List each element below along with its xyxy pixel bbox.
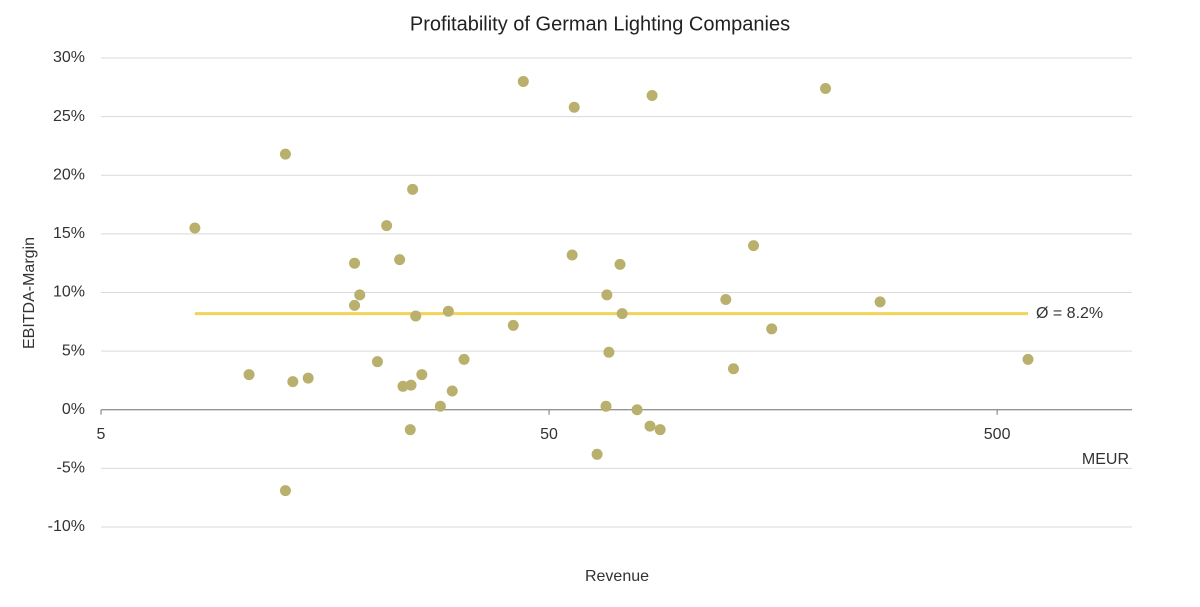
data-point bbox=[404, 424, 416, 436]
data-point bbox=[566, 249, 578, 261]
data-point bbox=[442, 305, 454, 317]
x-tick-label: 50 bbox=[540, 426, 558, 443]
data-point bbox=[601, 289, 613, 301]
x-tick-label: 5 bbox=[97, 426, 106, 443]
data-point bbox=[349, 299, 361, 311]
data-point bbox=[407, 183, 419, 195]
data-point bbox=[654, 424, 666, 436]
average-label: Ø = 8.2% bbox=[1036, 305, 1103, 322]
data-point bbox=[603, 346, 615, 358]
data-point bbox=[446, 385, 458, 397]
data-point bbox=[354, 289, 366, 301]
data-point bbox=[646, 90, 658, 102]
y-tick-label: 30% bbox=[53, 49, 85, 66]
data-point bbox=[458, 353, 470, 365]
data-point bbox=[279, 485, 291, 497]
data-point bbox=[507, 319, 519, 331]
data-point bbox=[568, 101, 580, 113]
y-tick-label: 20% bbox=[53, 166, 85, 183]
data-point bbox=[279, 148, 291, 160]
y-tick-label: 15% bbox=[53, 225, 85, 242]
y-tick-label: 10% bbox=[53, 284, 85, 301]
data-point bbox=[616, 308, 628, 320]
data-point bbox=[600, 400, 612, 412]
y-tick-label: -10% bbox=[48, 518, 85, 535]
data-point bbox=[243, 369, 255, 381]
data-point bbox=[287, 376, 299, 388]
data-point bbox=[371, 356, 383, 368]
y-tick-label: 5% bbox=[62, 342, 85, 359]
y-axis-label: EBITDA-Margin bbox=[21, 237, 38, 349]
y-tick-label: 0% bbox=[62, 401, 85, 418]
data-point bbox=[874, 296, 886, 308]
x-axis-label: Revenue bbox=[585, 568, 649, 585]
data-point bbox=[727, 363, 739, 375]
data-point bbox=[397, 380, 409, 392]
data-point bbox=[644, 420, 656, 432]
data-point bbox=[302, 372, 314, 384]
data-point bbox=[748, 240, 760, 252]
data-point bbox=[381, 220, 393, 232]
data-point bbox=[1022, 353, 1034, 365]
data-point bbox=[591, 448, 603, 460]
x-unit: MEUR bbox=[1082, 451, 1129, 468]
data-point bbox=[349, 257, 361, 269]
chart-title: Profitability of German Lighting Compani… bbox=[410, 13, 790, 35]
data-point bbox=[394, 254, 406, 266]
data-point bbox=[189, 222, 201, 234]
data-point bbox=[631, 404, 643, 416]
data-point bbox=[720, 294, 732, 306]
data-point bbox=[434, 400, 446, 412]
data-point bbox=[410, 310, 422, 322]
data-point bbox=[405, 379, 417, 391]
data-point bbox=[820, 82, 832, 94]
data-point bbox=[766, 323, 778, 335]
y-tick-label: -5% bbox=[57, 460, 85, 477]
data-point bbox=[416, 369, 428, 381]
data-point bbox=[614, 258, 626, 270]
data-point bbox=[517, 75, 529, 87]
x-tick-label: 500 bbox=[984, 426, 1011, 443]
y-tick-label: 25% bbox=[53, 108, 85, 125]
